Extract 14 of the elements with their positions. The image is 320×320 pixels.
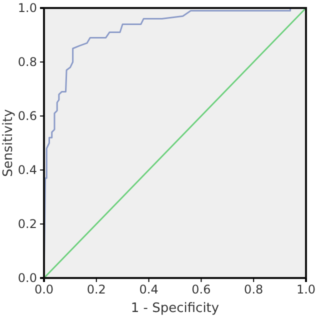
y-tick-label: 0.4 [18, 162, 37, 177]
x-tick-label: 0.6 [192, 282, 211, 297]
x-tick-label: 0.4 [139, 282, 158, 297]
y-tick-label: 0.8 [18, 54, 37, 69]
y-axis-title: Sensitivity [1, 108, 16, 177]
y-tick-label: 0.2 [18, 216, 37, 231]
y-tick-label: 0.6 [18, 108, 37, 123]
x-tick-label: 0.0 [34, 282, 54, 297]
x-tick-label: 0.2 [86, 282, 106, 297]
y-tick-label: 1.0 [18, 0, 37, 15]
x-tick-label: 0.8 [244, 282, 264, 297]
x-axis-title: 1 - Specificity [130, 301, 220, 316]
x-tick-label: 1.0 [296, 282, 316, 297]
y-tick-label: 0.0 [18, 270, 37, 285]
